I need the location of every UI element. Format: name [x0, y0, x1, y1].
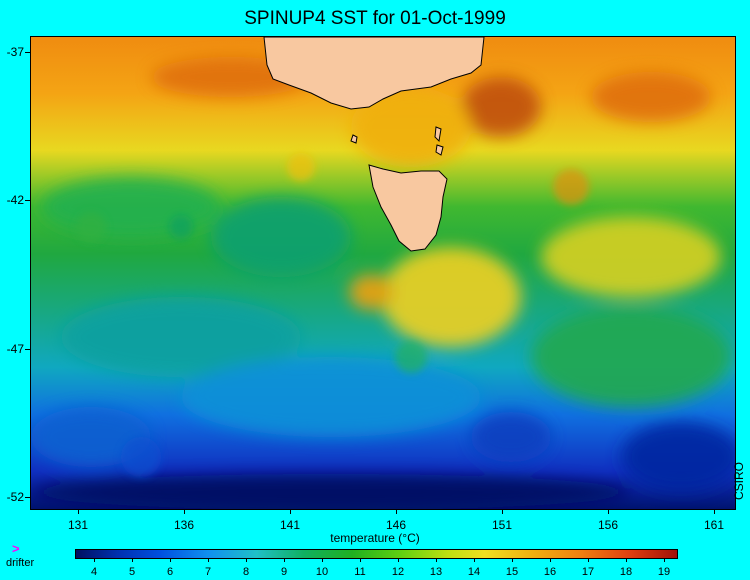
- lon-tick-mark: [396, 509, 397, 514]
- lon-tick-label: 161: [703, 518, 725, 532]
- colorbar-tick: [246, 558, 247, 562]
- colorbar-tick: [94, 558, 95, 562]
- colorbar-label: 6: [166, 566, 174, 578]
- colorbar-tick: [132, 558, 133, 562]
- lon-tick-mark: [714, 509, 715, 514]
- colorbar-tick: [284, 558, 285, 562]
- colorbar-tick: [398, 558, 399, 562]
- colorbar-title: temperature (°C): [330, 531, 420, 545]
- lon-tick-mark: [78, 509, 79, 514]
- drifter-marker-icon: >: [12, 541, 20, 556]
- sst-map: [30, 36, 736, 510]
- lon-tick-label: 156: [597, 518, 619, 532]
- colorbar-tick: [436, 558, 437, 562]
- colorbar-tick: [474, 558, 475, 562]
- colorbar-tick: [322, 558, 323, 562]
- lat-tick-mark: [25, 200, 30, 201]
- lon-tick-label: 131: [67, 518, 89, 532]
- lon-tick-label: 146: [385, 518, 407, 532]
- colorbar-tick: [512, 558, 513, 562]
- colorbar-tick: [588, 558, 589, 562]
- colorbar-label: 19: [657, 566, 671, 578]
- colorbar-tick: [626, 558, 627, 562]
- lat-tick-label: -42: [6, 193, 24, 207]
- colorbar-label: 4: [90, 566, 98, 578]
- lat-tick-label: -52: [6, 490, 24, 504]
- colorbar-tick: [360, 558, 361, 562]
- lat-tick-label: -37: [6, 45, 24, 59]
- colorbar-label: 11: [354, 566, 366, 578]
- colorbar-label: 17: [581, 566, 595, 578]
- colorbar-label: 16: [543, 566, 557, 578]
- lat-tick-mark: [25, 52, 30, 53]
- lat-tick-mark: [25, 497, 30, 498]
- lat-tick-mark: [25, 349, 30, 350]
- drifter-legend-label: drifter: [6, 557, 35, 569]
- lat-tick-label: -47: [6, 342, 24, 356]
- colorbar-label: 18: [619, 566, 633, 578]
- credit-label: CSIRO: [732, 461, 746, 500]
- colorbar-label: 15: [505, 566, 519, 578]
- colorbar-label: 14: [467, 566, 481, 578]
- sst-map-canvas: [31, 37, 735, 509]
- colorbar-tick: [208, 558, 209, 562]
- lon-tick-mark: [502, 509, 503, 514]
- colorbar-label: 5: [128, 566, 136, 578]
- map-title: SPINUP4 SST for 01-Oct-1999: [244, 8, 506, 29]
- lon-tick-mark: [608, 509, 609, 514]
- colorbar-tick: [550, 558, 551, 562]
- lon-tick-mark: [290, 509, 291, 514]
- lon-tick-label: 151: [491, 518, 513, 532]
- colorbar-label: 7: [204, 566, 212, 578]
- temperature-colorbar: [75, 549, 678, 559]
- lon-tick-mark: [184, 509, 185, 514]
- colorbar-label: 13: [429, 566, 443, 578]
- colorbar-tick: [170, 558, 171, 562]
- colorbar-label: 8: [242, 566, 250, 578]
- colorbar-tick: [664, 558, 665, 562]
- colorbar-label: 9: [280, 566, 288, 578]
- lon-tick-label: 136: [173, 518, 195, 532]
- lon-tick-label: 141: [279, 518, 301, 532]
- colorbar-label: 10: [315, 566, 329, 578]
- colorbar-label: 12: [391, 566, 405, 578]
